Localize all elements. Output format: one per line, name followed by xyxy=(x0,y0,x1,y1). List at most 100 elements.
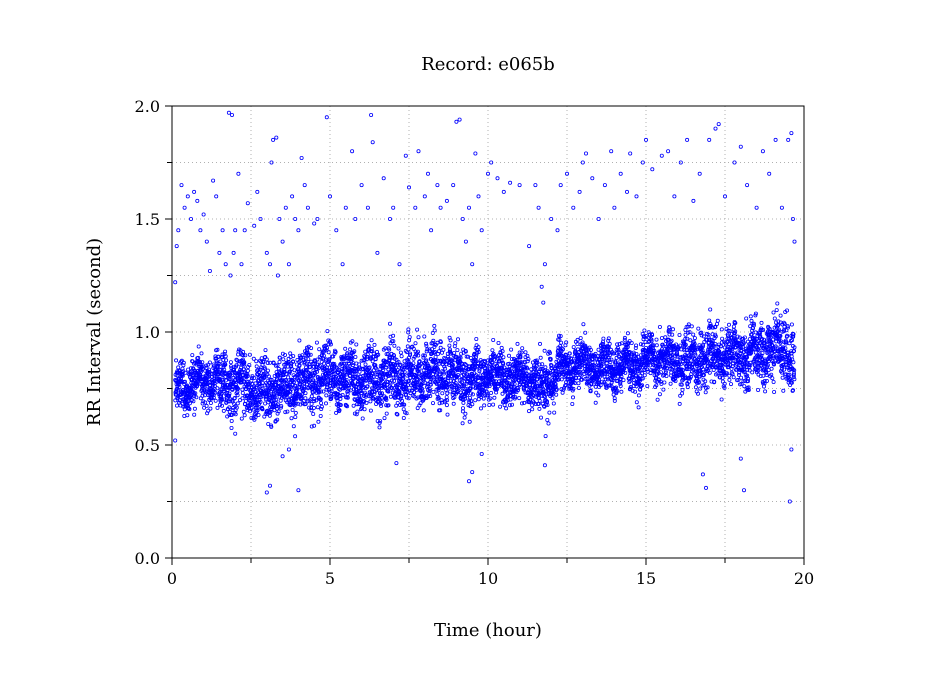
data-point xyxy=(350,362,355,367)
data-point xyxy=(615,388,620,393)
data-point xyxy=(290,407,295,412)
data-point xyxy=(241,409,246,414)
data-point xyxy=(321,361,326,366)
data-point xyxy=(634,400,639,405)
data-point xyxy=(430,350,435,355)
data-point xyxy=(436,359,441,364)
data-point xyxy=(757,348,762,353)
data-point xyxy=(432,328,437,333)
data-point xyxy=(364,400,369,405)
data-point xyxy=(582,357,587,362)
data-point xyxy=(537,362,542,367)
data-point xyxy=(451,401,456,406)
data-point xyxy=(763,389,768,394)
data-point xyxy=(268,409,273,414)
data-point xyxy=(509,402,514,407)
data-point xyxy=(364,354,369,359)
data-point xyxy=(368,356,373,361)
data-point xyxy=(379,400,384,405)
data-point xyxy=(348,388,353,393)
data-point xyxy=(674,342,679,347)
data-point xyxy=(530,407,535,412)
data-point xyxy=(265,360,270,365)
data-point xyxy=(634,351,639,356)
data-point xyxy=(634,373,639,378)
data-point xyxy=(277,359,282,364)
data-point xyxy=(601,336,606,341)
data-point xyxy=(568,370,573,375)
data-point xyxy=(746,385,751,390)
data-point xyxy=(235,393,240,398)
data-point xyxy=(340,392,345,397)
data-point xyxy=(411,346,416,351)
data-point xyxy=(324,393,329,398)
data-point xyxy=(506,353,511,358)
data-point xyxy=(622,335,627,340)
data-point xyxy=(303,396,308,401)
data-point xyxy=(294,396,299,401)
data-point xyxy=(349,355,354,360)
data-point xyxy=(636,405,641,410)
data-point xyxy=(604,370,609,375)
data-point xyxy=(351,383,356,388)
data-point xyxy=(579,373,584,378)
data-point xyxy=(411,361,416,366)
data-point xyxy=(219,391,224,396)
data-point xyxy=(223,354,228,359)
data-point xyxy=(677,401,682,406)
data-point xyxy=(760,351,765,356)
data-point xyxy=(740,344,745,349)
data-point xyxy=(306,352,311,357)
data-point xyxy=(379,403,384,408)
data-point xyxy=(215,405,220,410)
data-point xyxy=(613,360,618,365)
data-point xyxy=(545,399,550,404)
data-point xyxy=(499,345,504,350)
data-point xyxy=(326,350,331,355)
data-point xyxy=(727,373,732,378)
data-point xyxy=(570,379,575,384)
data-point xyxy=(447,343,452,348)
data-point xyxy=(557,337,562,342)
data-point xyxy=(537,398,542,403)
data-point xyxy=(696,380,701,385)
data-point xyxy=(412,390,417,395)
data-point xyxy=(706,335,711,340)
data-point xyxy=(406,379,411,384)
data-point xyxy=(545,402,550,407)
data-point xyxy=(593,400,598,405)
data-point xyxy=(303,401,308,406)
data-point xyxy=(559,377,564,382)
data-point xyxy=(377,425,382,430)
data-point xyxy=(370,395,375,400)
data-point xyxy=(697,374,702,379)
data-point xyxy=(236,349,241,354)
data-point xyxy=(212,383,217,388)
data-point xyxy=(582,351,587,356)
data-point xyxy=(416,335,421,340)
data-point xyxy=(293,401,298,406)
data-point xyxy=(488,396,493,401)
data-point xyxy=(235,386,240,391)
data-point xyxy=(402,402,407,407)
data-point xyxy=(419,386,424,391)
data-point xyxy=(458,355,463,360)
data-point xyxy=(439,359,444,364)
data-point xyxy=(209,396,214,401)
data-point xyxy=(247,352,252,357)
data-point xyxy=(287,371,292,376)
data-point xyxy=(372,391,377,396)
data-point xyxy=(264,357,269,362)
data-point xyxy=(395,400,400,405)
data-point xyxy=(617,341,622,346)
data-point xyxy=(751,347,756,352)
data-point xyxy=(764,378,769,383)
data-point xyxy=(179,378,184,383)
data-point xyxy=(667,366,672,371)
data-point xyxy=(252,375,257,380)
data-point xyxy=(284,378,289,383)
data-point xyxy=(255,408,260,413)
data-point xyxy=(362,357,367,362)
data-point xyxy=(464,393,469,398)
